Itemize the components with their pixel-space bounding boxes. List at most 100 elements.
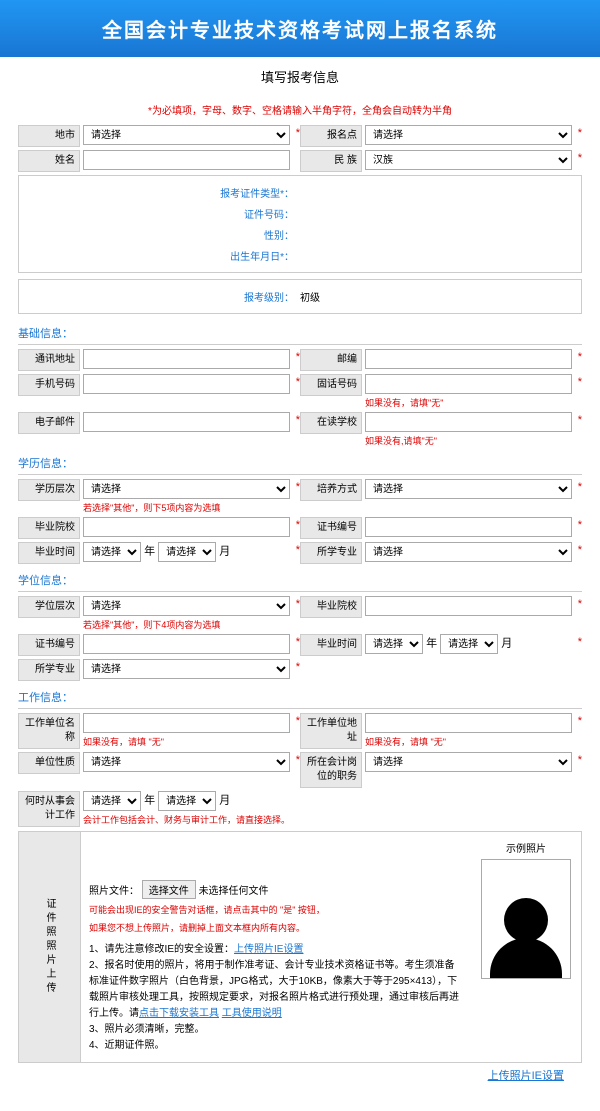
photo-file-button[interactable]: 选择文件 (142, 880, 196, 899)
degree-level-select[interactable]: 请选择 (83, 596, 290, 616)
photo-li2-link1[interactable]: 点击下载安装工具 (139, 1008, 219, 1019)
photo-li3: 3、照片必须清晰，完整。 (89, 1022, 463, 1038)
edu-month-select[interactable]: 请选择 (158, 542, 216, 562)
name-label: 姓名 (18, 150, 80, 172)
email-input[interactable] (83, 412, 290, 432)
email-label: 电子邮件 (18, 412, 80, 434)
photo-sample: 示例照片 (471, 832, 581, 1062)
edu-train-label: 培养方式 (300, 479, 362, 501)
edu-certno-input[interactable] (365, 517, 572, 537)
degree-major-label: 所学专业 (18, 659, 80, 681)
work-unittype-label: 单位性质 (18, 752, 80, 774)
mobile-input[interactable] (83, 374, 290, 394)
edu-major-select[interactable]: 请选择 (365, 542, 572, 562)
degree-gradschool-input[interactable] (365, 596, 572, 616)
birth-label: 出生年月日*： (160, 248, 300, 263)
school-hint: 如果没有,请填"无" (365, 434, 582, 447)
school-label: 在读学校 (300, 412, 362, 434)
tel-label: 固话号码 (300, 374, 362, 396)
edu-gradschool-label: 毕业院校 (18, 517, 80, 539)
degree-month-select[interactable]: 请选择 (440, 634, 498, 654)
section-basic: 基础信息： (18, 320, 582, 345)
site-label: 报名点 (300, 125, 362, 147)
work-unit-input[interactable] (83, 713, 290, 733)
work-unitaddr-label: 工作单位地址 (300, 713, 362, 749)
photo-content: 照片文件： 选择文件 未选择任何文件 可能会出现IE的安全警告对话框，请点击其中… (81, 832, 471, 1062)
page-subtitle: 填写报考信息 (0, 57, 600, 96)
page-header: 全国会计专业技术资格考试网上报名系统 (0, 0, 600, 57)
form-container: *为必填项，字母、数字、空格请输入半角字符，全角会自动转为半角 地市 请选择* … (0, 96, 600, 1111)
degree-certno-input[interactable] (83, 634, 290, 654)
work-position-label: 所在会计岗位的职务 (300, 752, 362, 788)
edu-year-select[interactable]: 请选择 (83, 542, 141, 562)
section-degree: 学位信息： (18, 567, 582, 592)
work-month-unit: 月 (219, 795, 230, 807)
degree-gradschool-label: 毕业院校 (300, 596, 362, 618)
mobile-label: 手机号码 (18, 374, 80, 396)
degree-level-label: 学位层次 (18, 596, 80, 618)
cert-no-label: 证件号码： (160, 206, 300, 221)
photo-section-label: 证件照照片上传 (19, 832, 81, 1062)
edu-month-unit: 月 (219, 546, 230, 558)
zip-input[interactable] (365, 349, 572, 369)
edu-level-label: 学历层次 (18, 479, 80, 501)
work-year-select[interactable]: 请选择 (83, 791, 141, 811)
edu-train-select[interactable]: 请选择 (365, 479, 572, 499)
sample-body-icon (490, 938, 562, 978)
edu-certno-label: 证书编号 (300, 517, 362, 539)
work-since-label: 何时从事会计工作 (18, 791, 80, 827)
edu-gradtime-label: 毕业时间 (18, 542, 80, 564)
level-label: 报考级别： (160, 289, 300, 304)
photo-sample-box (481, 859, 571, 979)
readonly-block-2: 报考级别：初级 (18, 279, 582, 314)
work-unittype-select[interactable]: 请选择 (83, 752, 290, 772)
work-unit-label: 工作单位名称 (18, 713, 80, 749)
edu-level-hint: 若选择"其他"，则下5项内容为选填 (83, 501, 300, 514)
level-value: 初级 (300, 289, 440, 304)
city-label: 地市 (18, 125, 80, 147)
site-select[interactable]: 请选择 (365, 125, 572, 145)
work-since-hint: 会计工作包括会计、财务与审计工作，请直接选择。 (83, 813, 582, 826)
degree-month-unit: 月 (501, 638, 512, 650)
photo-file-status: 未选择任何文件 (199, 886, 269, 897)
zip-label: 邮编 (300, 349, 362, 371)
degree-major-select[interactable]: 请选择 (83, 659, 290, 679)
addr-input[interactable] (83, 349, 290, 369)
tel-input[interactable] (365, 374, 572, 394)
section-work: 工作信息： (18, 684, 582, 709)
required-note: *为必填项，字母、数字、空格请输入半角字符，全角会自动转为半角 (18, 96, 582, 125)
sample-head-icon (504, 898, 548, 942)
photo-warn1: 可能会出现IE的安全警告对话框，请点击其中的 "是" 按钮， (89, 902, 463, 918)
school-input[interactable] (365, 412, 572, 432)
edu-level-select[interactable]: 请选择 (83, 479, 290, 499)
ethnic-label: 民 族 (300, 150, 362, 172)
work-position-select[interactable]: 请选择 (365, 752, 572, 772)
work-unitaddr-input[interactable] (365, 713, 572, 733)
degree-level-hint: 若选择"其他"，则下4项内容为选填 (83, 618, 300, 631)
section-edu: 学历信息： (18, 450, 582, 475)
city-select[interactable]: 请选择 (83, 125, 290, 145)
photo-section: 证件照照片上传 照片文件： 选择文件 未选择任何文件 可能会出现IE的安全警告对… (18, 831, 582, 1063)
name-input[interactable] (83, 150, 290, 170)
degree-certno-label: 证书编号 (18, 634, 80, 656)
work-unitaddr-hint: 如果没有，请填 "无" (365, 735, 582, 748)
photo-li4: 4、近期证件照。 (89, 1038, 463, 1054)
work-year-unit: 年 (144, 795, 155, 807)
photo-bottom-link[interactable]: 上传照片IE设置 (488, 1070, 564, 1082)
work-month-select[interactable]: 请选择 (158, 791, 216, 811)
edu-gradschool-input[interactable] (83, 517, 290, 537)
photo-li1a: 1、请先注意修改IE的安全设置： (89, 944, 234, 955)
photo-file-label: 照片文件： (89, 886, 139, 897)
edu-year-unit: 年 (144, 546, 155, 558)
cert-type-label: 报考证件类型*： (160, 185, 300, 200)
photo-warn2: 如果您不想上传照片，请删掉上面文本框内所有内容。 (89, 920, 463, 936)
work-unit-hint: 如果没有，请填 "无" (83, 735, 300, 748)
photo-li1-link[interactable]: 上传照片IE设置 (234, 944, 303, 955)
photo-sample-title: 示例照片 (479, 840, 573, 855)
gender-label: 性别： (160, 227, 300, 242)
photo-li2-link2[interactable]: 工具使用说明 (222, 1008, 282, 1019)
ethnic-select[interactable]: 汉族 (365, 150, 572, 170)
degree-year-unit: 年 (426, 638, 437, 650)
readonly-block-1: 报考证件类型*： 证件号码： 性别： 出生年月日*： (18, 175, 582, 273)
degree-year-select[interactable]: 请选择 (365, 634, 423, 654)
